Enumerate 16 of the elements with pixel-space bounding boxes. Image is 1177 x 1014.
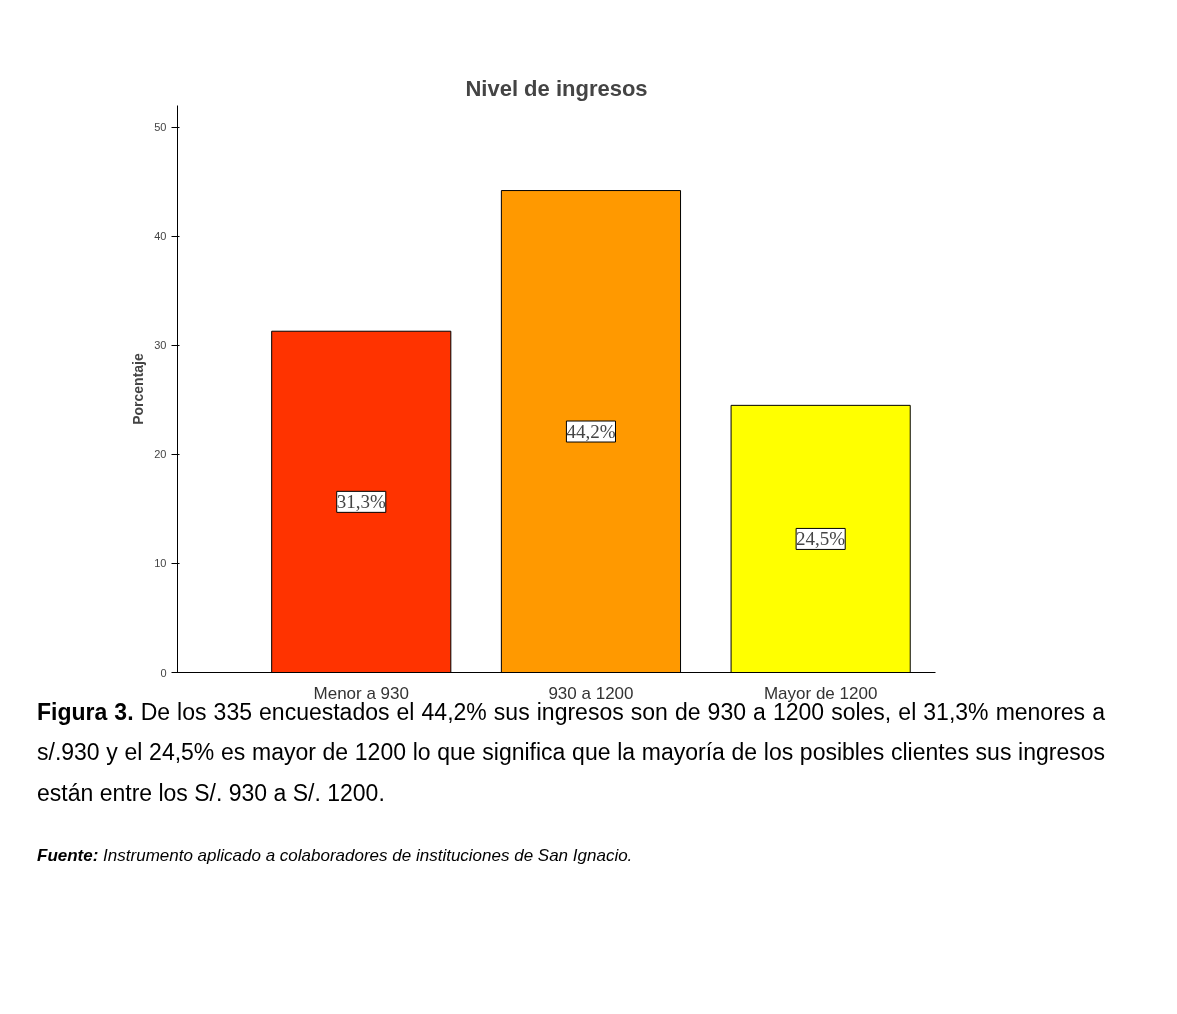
- y-axis-title: Porcentaje: [130, 352, 147, 425]
- y-tick-label: 40: [154, 230, 167, 243]
- x-tick-label: Menor a 930: [313, 683, 409, 703]
- chart-title: Nivel de ingresos: [465, 75, 648, 101]
- y-tick-label: 30: [154, 339, 167, 352]
- x-tick-label: Mayor de 1200: [763, 683, 878, 703]
- source-note: Fuente:: [37, 845, 99, 865]
- data-label: 44,2%: [566, 421, 616, 443]
- text: Figura 3.: [37, 699, 134, 725]
- y-tick-label: 0: [160, 666, 167, 679]
- y-tick-label: 10: [154, 557, 167, 570]
- data-label: 31,3%: [336, 491, 386, 513]
- text: Instrumento aplicado a colaboradores de instituciones de San Ignacio.: [103, 845, 633, 865]
- y-tick-label: 50: [154, 121, 167, 134]
- y-tick-label: 20: [154, 448, 167, 461]
- x-tick-label: 930 a 1200: [548, 683, 634, 703]
